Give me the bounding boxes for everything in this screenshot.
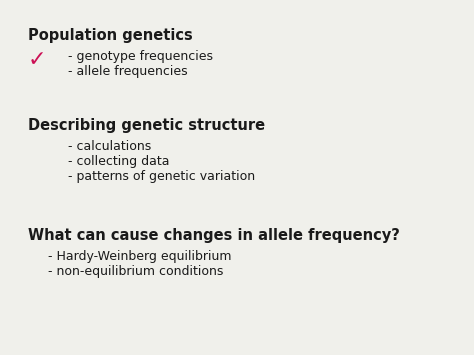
Text: Population genetics: Population genetics: [28, 28, 193, 43]
Text: - genotype frequencies: - genotype frequencies: [68, 50, 213, 63]
Text: - non-equilibrium conditions: - non-equilibrium conditions: [48, 265, 223, 278]
Text: - patterns of genetic variation: - patterns of genetic variation: [68, 170, 255, 183]
Text: - Hardy-Weinberg equilibrium: - Hardy-Weinberg equilibrium: [48, 250, 231, 263]
Text: What can cause changes in allele frequency?: What can cause changes in allele frequen…: [28, 228, 400, 243]
Text: - allele frequencies: - allele frequencies: [68, 65, 188, 78]
Text: - collecting data: - collecting data: [68, 155, 170, 168]
Text: Describing genetic structure: Describing genetic structure: [28, 118, 265, 133]
Text: ✓: ✓: [28, 50, 46, 70]
Text: - calculations: - calculations: [68, 140, 151, 153]
